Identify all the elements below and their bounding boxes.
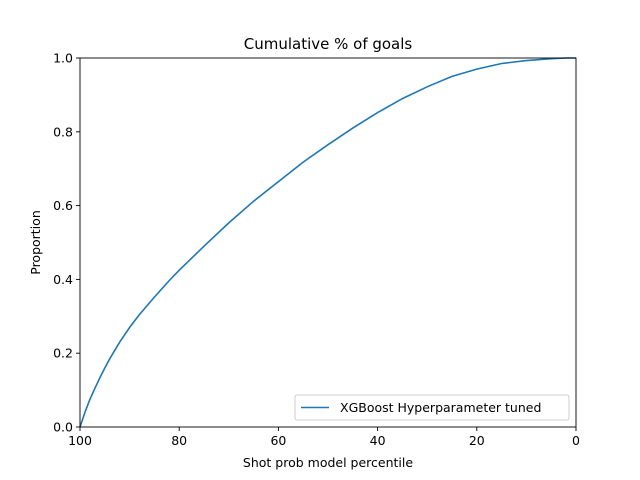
y-tick-label: 0.0 <box>53 420 73 435</box>
x-tick-label: 0 <box>572 433 580 448</box>
x-tick-label: 60 <box>270 433 286 448</box>
axis-ticks: 100 80 60 40 20 0 0.0 0.2 0.4 0.6 0.8 1.0 <box>53 51 580 449</box>
x-tick-label: 20 <box>469 433 485 448</box>
x-tick-label: 100 <box>68 433 92 448</box>
chart-title: Cumulative % of goals <box>244 35 413 53</box>
legend-label: XGBoost Hyperparameter tuned <box>340 400 541 415</box>
y-tick-label: 0.2 <box>53 346 73 361</box>
plot-frame <box>79 57 577 428</box>
x-tick-label: 40 <box>370 433 386 448</box>
y-tick-label: 0.4 <box>53 272 73 287</box>
y-tick-label: 0.8 <box>53 124 73 139</box>
y-tick-label: 1.0 <box>53 51 73 66</box>
series-line-xgboost <box>79 57 576 428</box>
legend: XGBoost Hyperparameter tuned <box>294 394 570 421</box>
y-axis-label: Proportion <box>28 210 43 275</box>
x-axis-label: Shot prob model percentile <box>243 455 413 470</box>
x-tick-label: 80 <box>171 433 187 448</box>
y-tick-label: 0.6 <box>53 198 73 213</box>
legend-box <box>294 394 570 421</box>
